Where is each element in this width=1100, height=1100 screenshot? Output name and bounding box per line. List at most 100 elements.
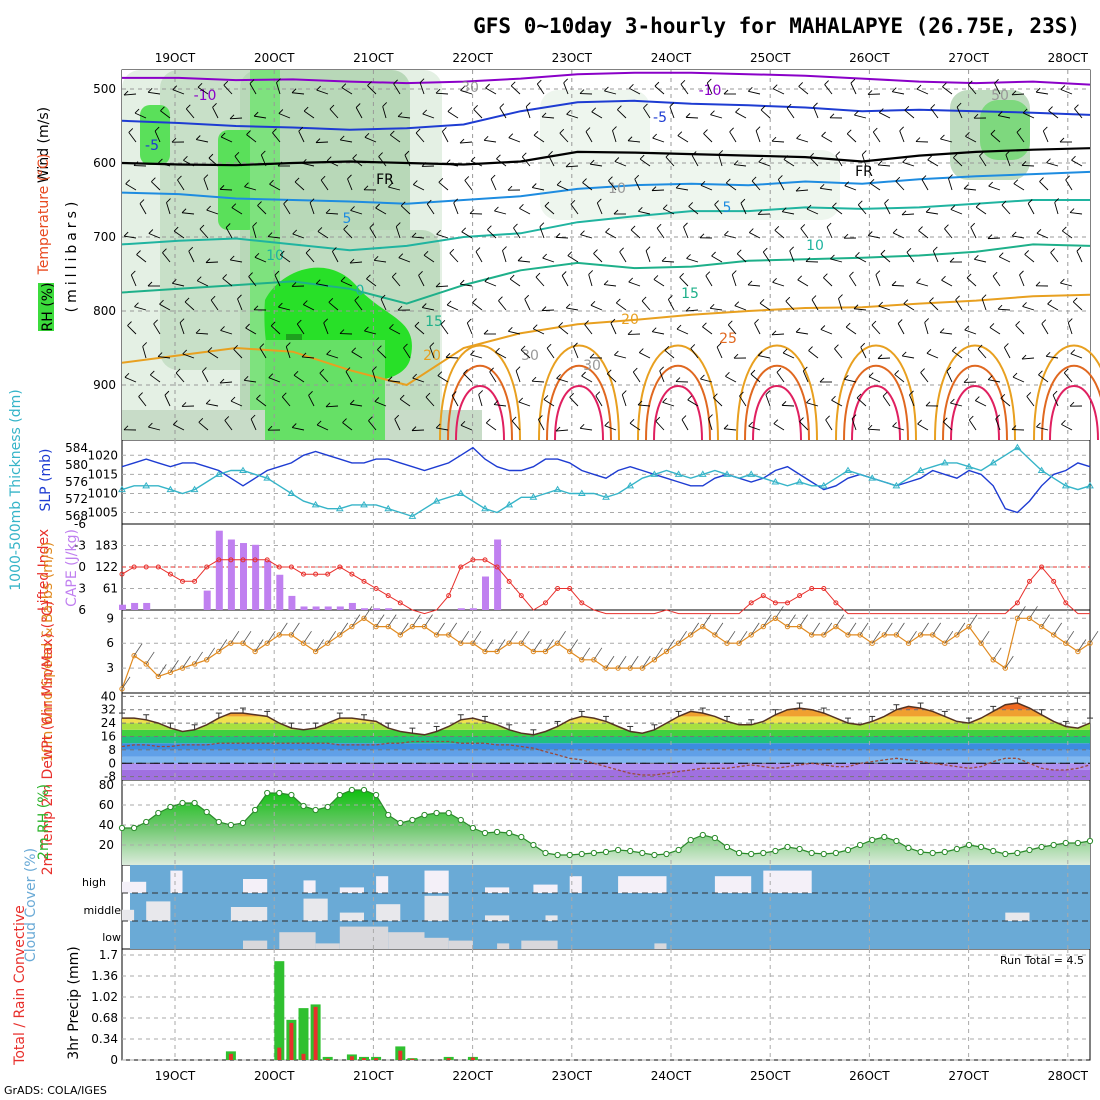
wind-barb	[909, 394, 915, 407]
wind-speed-point	[881, 632, 887, 638]
wind-barb	[150, 374, 161, 383]
wind-barb-10m	[956, 622, 966, 636]
wind-barb	[878, 164, 891, 167]
wind-barb	[687, 399, 699, 407]
wind-barb	[197, 82, 203, 88]
wind-barb	[461, 231, 473, 239]
wind-barb	[316, 420, 322, 426]
wind-barb	[234, 151, 240, 157]
wind-speed-point	[119, 686, 125, 692]
wind-barb	[542, 253, 547, 259]
wind-barb	[220, 136, 233, 143]
wind-barb	[616, 302, 627, 311]
wind-speed-point	[663, 648, 670, 655]
pressure-tick: 700	[93, 230, 116, 244]
wind-barb	[749, 232, 761, 239]
li-point	[337, 564, 343, 570]
wind-barb	[683, 226, 689, 239]
wind-barb	[760, 109, 771, 119]
wind-barb-10m	[278, 622, 288, 636]
wind-barb	[327, 160, 339, 167]
wind-barb	[582, 178, 587, 183]
wind-barb	[364, 326, 369, 332]
cape-tick: 183	[95, 539, 118, 553]
wind-barb	[375, 207, 387, 215]
cape-bar	[276, 574, 284, 610]
wind-barb	[687, 395, 693, 401]
cloud-block	[303, 898, 328, 921]
wind-barb	[627, 136, 633, 142]
wind-barb	[123, 231, 129, 237]
wind-barb	[414, 321, 420, 327]
wind-barb	[345, 371, 353, 383]
wind-barb	[127, 321, 132, 326]
wind-barb	[291, 282, 297, 287]
wind-barb	[294, 181, 305, 191]
wind-barb	[1048, 106, 1053, 111]
wind-barb	[1054, 198, 1060, 203]
wind-barb	[231, 207, 243, 215]
rh-point	[602, 848, 610, 856]
rh-point	[167, 803, 174, 811]
wind-barb	[643, 103, 648, 109]
wind-barb	[680, 79, 686, 85]
wind-barb	[967, 84, 977, 95]
wind-barb	[630, 229, 641, 239]
wind-barb	[269, 183, 281, 191]
wind-barb	[268, 377, 281, 383]
wind-barb-10m	[460, 630, 470, 644]
wind-barb	[1061, 420, 1066, 425]
li-point	[155, 564, 161, 570]
wind10m-panel: 369	[106, 606, 1099, 693]
wind-speed-point	[216, 648, 222, 655]
wind-barb-10m	[871, 630, 881, 644]
wind-barb	[877, 357, 891, 360]
wind-barb	[498, 300, 507, 311]
rh-point	[191, 799, 198, 807]
wind-barb	[872, 127, 878, 133]
wind-barb	[771, 136, 777, 142]
temp-tick: 32	[101, 703, 116, 717]
cloud-block	[485, 915, 510, 921]
precip-conv-bar	[277, 1047, 282, 1060]
wind-barb	[634, 179, 641, 191]
precip-conv-bar	[446, 1058, 451, 1060]
wind-barb	[542, 116, 555, 119]
precip-tick: 1.02	[91, 990, 118, 1004]
wind-barb	[629, 418, 635, 424]
contour-label: 20	[423, 348, 441, 364]
thickness-point	[118, 485, 126, 493]
rh-point	[627, 847, 634, 855]
cloud-block	[303, 880, 316, 893]
wind-barb	[352, 154, 357, 159]
cape-tick: 122	[95, 560, 118, 574]
wind-barb	[199, 224, 205, 230]
cape-bar	[300, 606, 308, 610]
wind-barb	[276, 78, 281, 83]
wind-barb	[496, 158, 507, 167]
wind-barb	[1059, 137, 1065, 143]
wind-barb	[680, 84, 689, 95]
wind-barb	[925, 401, 931, 407]
wind-barb	[849, 275, 857, 287]
wind-barb	[438, 181, 449, 191]
wind-barb	[916, 84, 922, 90]
wind-barb	[1063, 372, 1073, 383]
wind-barb	[153, 319, 158, 325]
cape-bar	[131, 602, 139, 610]
wind-barb	[786, 107, 795, 119]
wind-barb	[315, 279, 321, 285]
wind-barb	[916, 88, 929, 95]
wind-barb	[819, 184, 825, 189]
wind-barb	[463, 373, 473, 383]
wind-barb	[339, 135, 345, 141]
cape-bar	[336, 606, 344, 610]
wind-barb	[1065, 175, 1070, 181]
wind-barb	[569, 393, 574, 398]
li-point	[760, 593, 766, 599]
wind-barb	[1046, 158, 1051, 164]
wind-barb	[469, 209, 475, 214]
wind-speed-point	[675, 640, 682, 646]
warm-arch	[934, 344, 1016, 441]
wind-barb	[352, 158, 363, 167]
